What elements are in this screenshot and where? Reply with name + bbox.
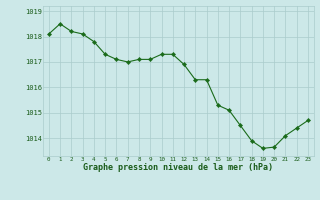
- X-axis label: Graphe pression niveau de la mer (hPa): Graphe pression niveau de la mer (hPa): [84, 163, 273, 172]
